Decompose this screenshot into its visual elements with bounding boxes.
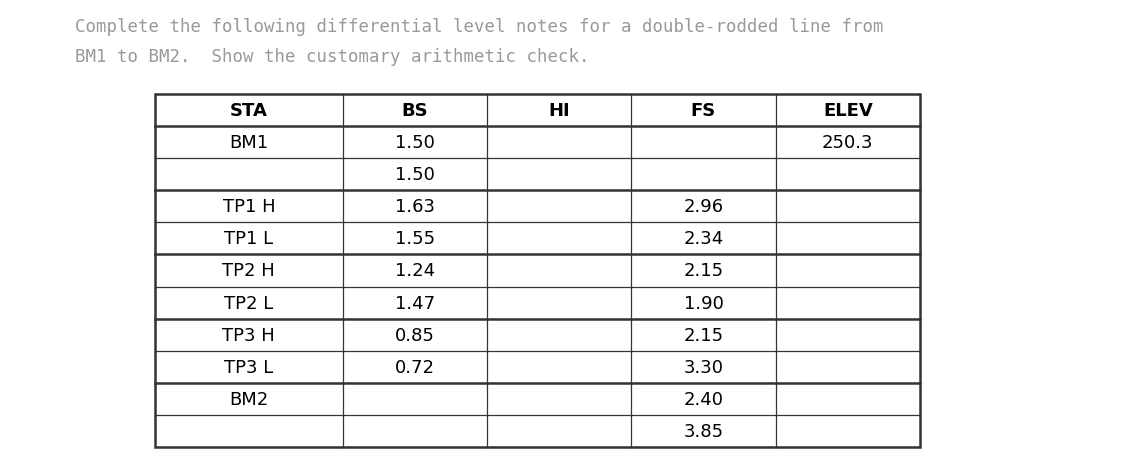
Text: 2.96: 2.96	[683, 198, 723, 216]
Text: TP1 H: TP1 H	[223, 198, 276, 216]
Text: 1.24: 1.24	[395, 262, 435, 280]
Text: TP1 L: TP1 L	[224, 230, 273, 248]
Text: Complete the following differential level notes for a double-rodded line from: Complete the following differential leve…	[75, 18, 883, 36]
Text: STA: STA	[229, 102, 268, 120]
Text: 2.34: 2.34	[683, 230, 723, 248]
Text: 1.47: 1.47	[395, 294, 435, 312]
Text: BM1: BM1	[229, 134, 269, 152]
Text: 1.50: 1.50	[395, 134, 434, 152]
Text: BM1 to BM2.  Show the customary arithmetic check.: BM1 to BM2. Show the customary arithmeti…	[75, 48, 590, 66]
Text: TP3 H: TP3 H	[223, 326, 276, 344]
Text: 1.63: 1.63	[395, 198, 434, 216]
Text: 2.40: 2.40	[684, 390, 723, 408]
Text: BS: BS	[402, 102, 429, 120]
Bar	[155, 95, 920, 447]
Text: 1.50: 1.50	[395, 166, 434, 184]
Text: 2.15: 2.15	[683, 326, 723, 344]
Text: FS: FS	[691, 102, 717, 120]
Text: 1.90: 1.90	[684, 294, 723, 312]
Text: 1.55: 1.55	[395, 230, 435, 248]
Text: BM2: BM2	[229, 390, 269, 408]
Text: TP2 H: TP2 H	[223, 262, 276, 280]
Text: TP2 L: TP2 L	[224, 294, 273, 312]
Text: HI: HI	[548, 102, 570, 120]
Text: 2.15: 2.15	[683, 262, 723, 280]
Text: 3.85: 3.85	[683, 422, 723, 440]
Text: TP3 L: TP3 L	[224, 358, 273, 376]
Text: 0.85: 0.85	[395, 326, 434, 344]
Text: 250.3: 250.3	[822, 134, 874, 152]
Text: ELEV: ELEV	[824, 102, 873, 120]
Text: 0.72: 0.72	[395, 358, 434, 376]
Text: 3.30: 3.30	[684, 358, 723, 376]
